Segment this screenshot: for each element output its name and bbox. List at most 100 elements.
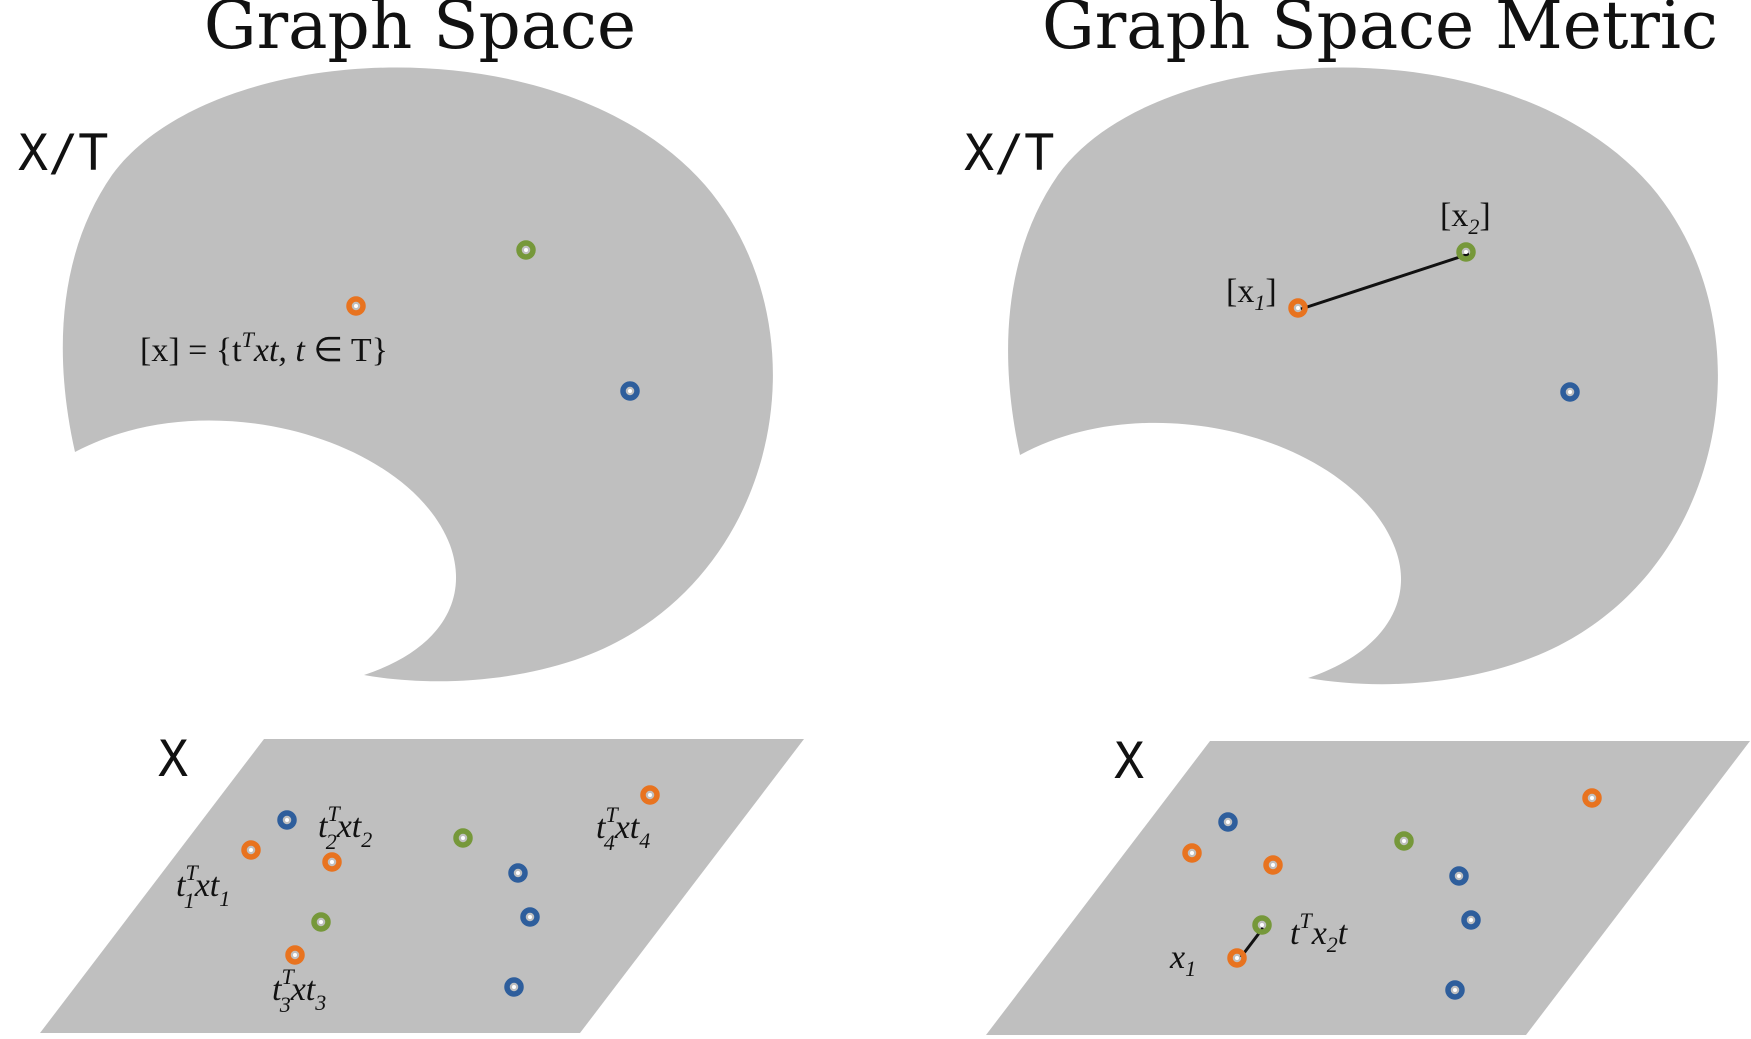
right-plane-blue-point-2 [1449,866,1469,886]
left-plane-blue-point-3-ring [520,907,540,927]
left-plane-blue-point-3-center [528,915,532,919]
left-class-blue-point-center [628,389,632,393]
left-plane-orange-point-1-center [249,848,253,852]
right-plane-x1-orange-point [1227,948,1247,968]
left-plane-green-point-1-ring [453,828,473,848]
quotient-space-region-metric [1008,67,1718,685]
perm-2-rest-sub: 2 [361,827,372,852]
graph-space-plane-metric [986,741,1750,1035]
perm-1-sub: 1 [184,888,195,913]
equivalence-class-element: xt, t [253,332,313,369]
perm-4-base: t [596,809,607,846]
right-plane-blue-point-3 [1461,910,1481,930]
right-class-x1-point-center [1296,306,1300,310]
right-class-x1-point [1288,298,1308,318]
left-plane-blue-point-1-center [285,818,289,822]
quotient-space-label: X/T [18,124,108,182]
perm-1-rest: xt [194,867,221,904]
left-plane-orange-point-2-center [330,860,334,864]
left-plane-green-point-2 [311,912,331,932]
perm-3-sub: 3 [279,992,291,1017]
perm-1-sup: T [185,860,199,885]
class-x2-close: ] [1479,197,1490,234]
left-class-blue-point [620,381,640,401]
left-plane-orange-point-3-ring [285,945,305,965]
right-panel: Graph Space Metric X/T [x1] [x2] X x1 tT… [964,0,1750,1035]
perm-3-base: t [272,971,283,1008]
right-plane-orange-point-2-ring [1263,855,1283,875]
perm-2-rest: xt [336,808,363,845]
right-plane-orange-point-1-center [1190,851,1194,855]
right-plane-aligned-green-point-center [1260,923,1264,927]
x1-base: x [1169,939,1185,976]
left-plane-green-point-1 [453,828,473,848]
left-plane-blue-point-4-ring [504,977,524,997]
left-plane-blue-point-3 [520,907,540,927]
class-x1-close: ] [1265,273,1276,310]
perm-2-base: t [318,808,329,845]
right-plane-orange-point-1 [1182,843,1202,863]
space-label: X [158,730,188,788]
right-plane-blue-point-1-ring [1218,812,1238,832]
element-of-symbol: ∈ [313,332,343,369]
right-plane-aligned-green-point [1252,915,1272,935]
class-x2-open: [x [1440,197,1468,234]
right-plane-x1-orange-point-ring [1227,948,1247,968]
left-plane-blue-point-2-ring [508,863,528,883]
class-x1-sub: 1 [1254,290,1265,315]
left-plane-orange-point-3 [285,945,305,965]
space-label-metric: X [1114,732,1144,790]
permutation-label-3: tT 3xt3 [272,964,326,1017]
graph-space-plane [40,739,804,1033]
aligned-sup: T [1299,908,1313,933]
right-plane-blue-point-2-ring [1449,866,1469,886]
right-plane-blue-point-4-center [1453,988,1457,992]
quotient-space-label-metric: X/T [964,124,1054,182]
right-class-blue-point-center [1568,390,1572,394]
perm-3-rest-sub: 3 [314,990,326,1015]
perm-2-sub: 2 [326,829,337,854]
right-plane-blue-point-3-center [1469,918,1473,922]
left-class-orange-point-ring [346,296,366,316]
right-plane-orange-point-1-ring [1182,843,1202,863]
x1-label: x1 [1169,939,1196,981]
left-plane-orange-point-4 [640,785,660,805]
equivalence-class-formula: [x] = {tTxt, t ∈ T} [140,327,388,369]
perm-4-sub: 4 [604,830,615,855]
aligned-label: tTx2t [1290,908,1349,957]
permutation-label-1: tT 1xt1 [176,860,230,913]
permutation-label-2: tT 2xt2 [318,801,372,854]
left-plane-blue-point-4 [504,977,524,997]
right-class-blue-point-ring [1560,382,1580,402]
left-plane-green-point-2-ring [311,912,331,932]
right-plane-blue-point-4-ring [1445,980,1465,1000]
left-plane-blue-point-1-ring [277,810,297,830]
left-class-green-point [516,240,536,260]
perm-1-rest-sub: 1 [219,886,230,911]
permutation-label-4: tT 4xt4 [596,802,650,855]
graph-points [241,240,1602,1000]
right-plane-orange-point-4-ring [1582,788,1602,808]
right-plane-green-point-1-center [1402,839,1406,843]
left-plane-orange-point-4-center [648,793,652,797]
left-class-blue-point-ring [620,381,640,401]
right-plane-blue-point-1 [1218,812,1238,832]
equivalence-class-set-close: T} [343,332,388,369]
aligned-mid: x [1311,915,1327,952]
right-plane-blue-point-4 [1445,980,1465,1000]
class-x1-open: [x [1226,273,1254,310]
right-plane-blue-point-2-center [1457,874,1461,878]
right-plane-blue-point-1-center [1226,820,1230,824]
right-plane-green-point-1 [1394,831,1414,851]
left-plane-orange-point-4-ring [640,785,660,805]
right-class-x1-point-ring [1288,298,1308,318]
left-class-orange-point-center [354,304,358,308]
right-class-blue-point [1560,382,1580,402]
left-class-orange-point [346,296,366,316]
right-plane-orange-point-4 [1582,788,1602,808]
right-plane-x1-orange-point-center [1235,956,1239,960]
left-plane-orange-point-1-ring [241,840,261,860]
perm-1-base: t [176,867,187,904]
right-plane-orange-point-2 [1263,855,1283,875]
aligned-base: t [1290,915,1301,952]
